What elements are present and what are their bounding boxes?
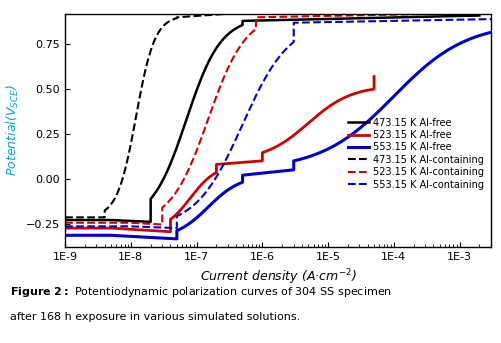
Line: 473.15 K Al-free: 473.15 K Al-free (65, 15, 479, 222)
473.15 K Al-containing (211, 13, 217, 17)
553.15 K Al-containing (174, 226, 180, 230)
553.15 K Al-containing (402, 19, 408, 23)
523.15 K Al-containing (62, 221, 68, 225)
523.15 K Al-free (203, 178, 209, 182)
553.15 K Al-containing (447, 18, 453, 22)
523.15 K Al-containing (152, 222, 158, 226)
523.15 K Al-free (371, 77, 377, 81)
553.15 K Al-free (488, 30, 494, 34)
553.15 K Al-free (139, 235, 145, 239)
473.15 K Al-containing (116, 186, 122, 190)
553.15 K Al-containing (257, 86, 263, 90)
523.15 K Al-containing (437, 12, 443, 16)
523.15 K Al-containing (218, 82, 224, 86)
X-axis label: Current density ($A$·$cm^{-2}$): Current density ($A$·$cm^{-2}$) (199, 268, 357, 287)
Text: $\bf{Figure\ 2:}$ Potentiodynamic polarization curves of 304 SS specimen: $\bf{Figure\ 2:}$ Potentiodynamic polari… (10, 285, 392, 299)
553.15 K Al-containing (247, 106, 253, 110)
553.15 K Al-containing (62, 224, 68, 228)
553.15 K Al-free (250, 172, 256, 176)
Line: 473.15 K Al-containing: 473.15 K Al-containing (65, 14, 228, 217)
523.15 K Al-free (124, 227, 130, 231)
473.15 K Al-containing (102, 215, 108, 220)
473.15 K Al-free (148, 220, 154, 224)
473.15 K Al-free (82, 218, 88, 222)
473.15 K Al-free (194, 86, 200, 91)
553.15 K Al-free (62, 233, 68, 237)
553.15 K Al-free (238, 181, 244, 185)
Y-axis label: Potential($V_{SCE}$): Potential($V_{SCE}$) (5, 84, 21, 176)
473.15 K Al-free (122, 218, 128, 223)
Line: 553.15 K Al-containing: 553.15 K Al-containing (65, 19, 491, 228)
553.15 K Al-free (174, 237, 180, 241)
523.15 K Al-containing (226, 64, 232, 68)
473.15 K Al-free (476, 13, 482, 17)
473.15 K Al-free (96, 218, 102, 222)
553.15 K Al-containing (488, 17, 494, 21)
523.15 K Al-free (371, 74, 377, 79)
523.15 K Al-free (62, 226, 68, 230)
Legend: 473.15 K Al-free, 523.15 K Al-free, 553.15 K Al-free, 473.15 K Al-containing, 52: 473.15 K Al-free, 523.15 K Al-free, 553.… (346, 116, 486, 192)
473.15 K Al-free (469, 14, 475, 18)
523.15 K Al-free (74, 226, 80, 230)
553.15 K Al-free (213, 198, 219, 202)
473.15 K Al-containing (141, 72, 147, 76)
473.15 K Al-containing (122, 167, 128, 171)
Line: 523.15 K Al-containing: 523.15 K Al-containing (65, 14, 440, 225)
523.15 K Al-containing (159, 223, 165, 227)
523.15 K Al-containing (357, 13, 363, 17)
523.15 K Al-free (96, 226, 102, 230)
553.15 K Al-containing (301, 21, 307, 25)
553.15 K Al-containing (164, 226, 170, 230)
523.15 K Al-containing (399, 12, 405, 16)
Text: after 168 h exposure in various simulated solutions.: after 168 h exposure in various simulate… (10, 312, 300, 322)
473.15 K Al-containing (225, 12, 231, 16)
523.15 K Al-free (82, 226, 88, 230)
Line: 523.15 K Al-free: 523.15 K Al-free (65, 76, 374, 232)
473.15 K Al-containing (62, 215, 68, 220)
473.15 K Al-containing (118, 182, 124, 186)
553.15 K Al-free (237, 181, 243, 185)
Line: 553.15 K Al-free: 553.15 K Al-free (65, 32, 491, 239)
523.15 K Al-containing (263, 15, 269, 19)
523.15 K Al-free (167, 230, 173, 234)
553.15 K Al-free (431, 57, 437, 61)
473.15 K Al-free (74, 218, 80, 222)
473.15 K Al-free (62, 218, 68, 222)
